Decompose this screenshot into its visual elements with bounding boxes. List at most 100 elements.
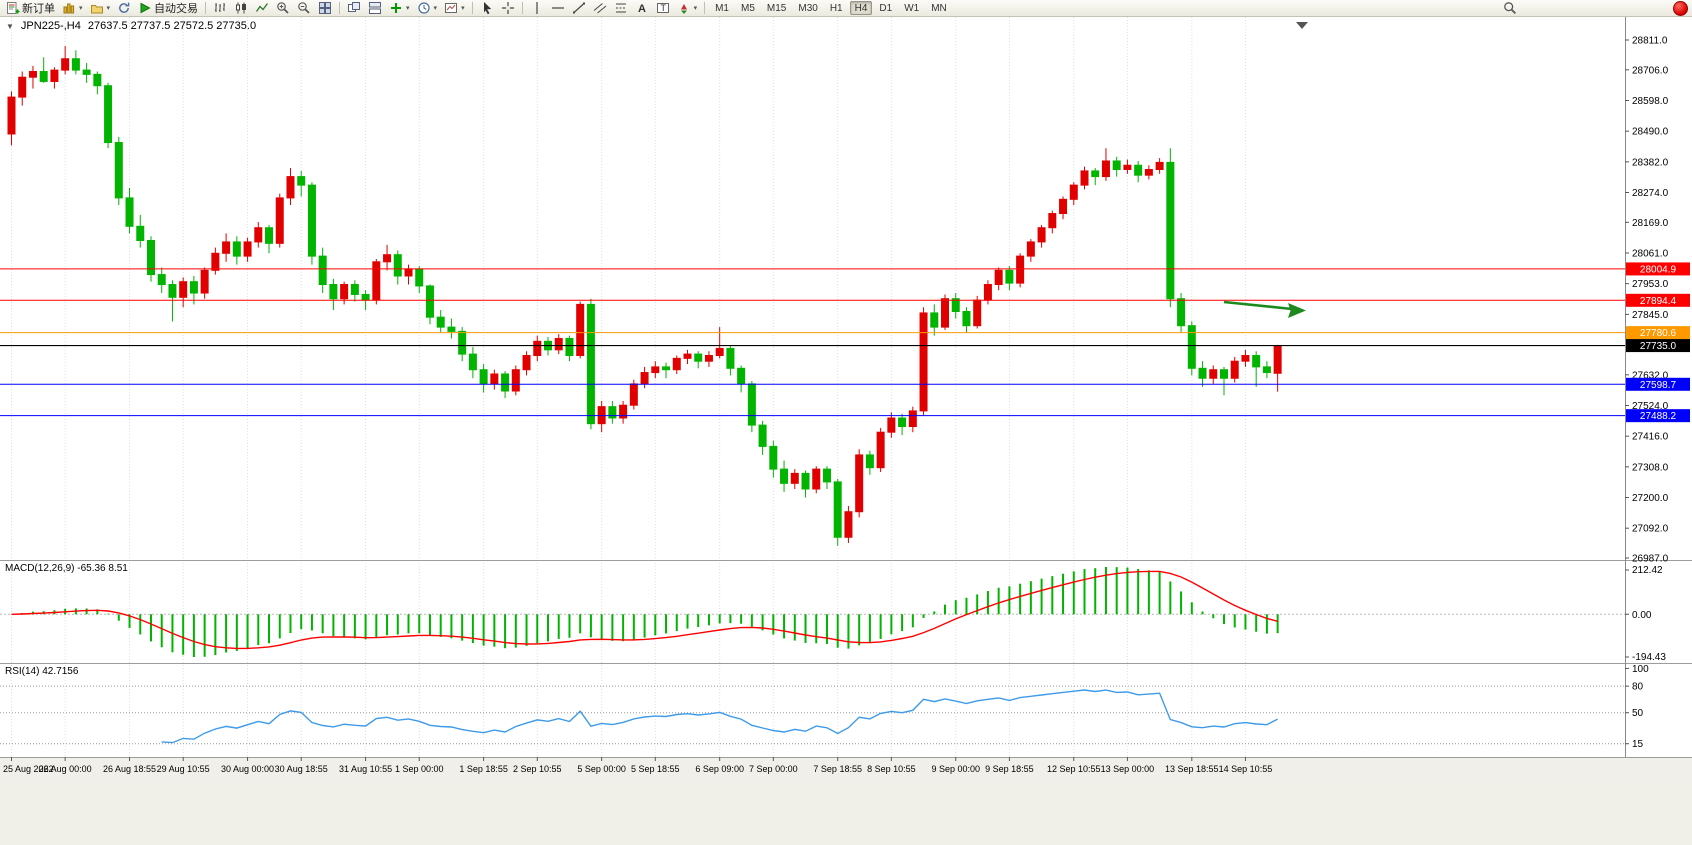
new-chart-button[interactable]: ▾ <box>59 1 86 16</box>
svg-text:6 Sep 09:00: 6 Sep 09:00 <box>695 764 744 774</box>
timeframe-d1-button[interactable]: D1 <box>874 1 897 15</box>
svg-text:14 Sep 10:55: 14 Sep 10:55 <box>1219 764 1273 774</box>
chart-shift-marker <box>1296 22 1308 29</box>
svg-text:27524.0: 27524.0 <box>1632 401 1669 412</box>
add-indicator-icon <box>391 3 402 13</box>
svg-text:28706.0: 28706.0 <box>1632 65 1669 76</box>
chart-header: ▼ JPN225-,H4 27637.5 27737.5 27572.5 277… <box>6 20 256 32</box>
indicators-dropdown-icon: ▾ <box>406 5 410 12</box>
timeframe-m15-button[interactable]: M15 <box>762 1 791 15</box>
auto-trading-button[interactable]: 自动交易 <box>135 1 201 16</box>
refresh-button[interactable] <box>114 1 134 16</box>
line-chart-icon <box>255 3 269 12</box>
vertical-line-button[interactable] <box>527 1 547 16</box>
chart-ohlc-values: 27637.5 27737.5 27572.5 27735.0 <box>87 20 257 32</box>
main-toolbar: 新订单 ▾ ▾ 自动交易 ▾ <box>0 0 1692 17</box>
timeframe-m1-button[interactable]: M1 <box>710 1 734 15</box>
zoom-in-button[interactable] <box>273 1 293 16</box>
svg-text:8 Sep 10:55: 8 Sep 10:55 <box>867 764 916 774</box>
refresh-icon <box>119 2 130 13</box>
cursor-button[interactable] <box>477 1 497 16</box>
timeframe-h1-button[interactable]: H1 <box>825 1 848 15</box>
clock-icon <box>417 2 430 14</box>
candlestick-chart-icon <box>236 2 247 14</box>
fibonacci-button[interactable] <box>611 1 631 16</box>
timeframe-m30-button[interactable]: M30 <box>793 1 822 15</box>
svg-text:100: 100 <box>1632 664 1649 675</box>
svg-text:28169.0: 28169.0 <box>1632 218 1669 229</box>
text-button[interactable]: A <box>632 1 652 16</box>
svg-text:28811.0: 28811.0 <box>1632 36 1668 47</box>
svg-text:15: 15 <box>1632 739 1644 750</box>
trendline-button[interactable] <box>569 1 589 16</box>
zoom-out-icon <box>298 2 310 14</box>
svg-text:28598.0: 28598.0 <box>1632 96 1669 107</box>
arrows-tool-icon <box>680 4 687 14</box>
text-label-button[interactable]: T <box>653 1 673 16</box>
arrange-windows-button[interactable] <box>365 1 385 16</box>
profiles-folder-icon <box>90 5 103 14</box>
new-order-button[interactable]: 新订单 <box>3 1 58 16</box>
line-chart-button[interactable] <box>252 1 272 16</box>
arrows-dropdown-icon: ▾ <box>693 5 698 12</box>
svg-text:80: 80 <box>1632 682 1644 693</box>
svg-text:50: 50 <box>1632 708 1644 719</box>
search-icon <box>1504 2 1517 15</box>
timeframe-mn-button[interactable]: MN <box>926 1 952 15</box>
timeframe-h4-button[interactable]: H4 <box>849 1 873 15</box>
svg-text:27308.0: 27308.0 <box>1632 462 1669 473</box>
fibonacci-icon <box>615 3 626 13</box>
new-order-icon <box>7 2 20 14</box>
bar-chart-icon <box>215 3 226 12</box>
equidistant-channel-button[interactable] <box>590 1 610 16</box>
svg-text:29 Aug 10:55: 29 Aug 10:55 <box>157 764 210 774</box>
candlestick-chart-button[interactable] <box>231 1 251 16</box>
horizontal-line-button[interactable] <box>548 1 568 16</box>
svg-text:7 Sep 18:55: 7 Sep 18:55 <box>813 764 862 774</box>
svg-text:9 Sep 18:55: 9 Sep 18:55 <box>985 764 1034 774</box>
chart-dropdown-icon[interactable]: ▼ <box>6 21 14 31</box>
cascade-windows-button[interactable] <box>344 1 364 16</box>
text-label-icon: T <box>656 3 669 13</box>
toolbar-separator <box>471 2 473 14</box>
svg-text:5 Sep 00:00: 5 Sep 00:00 <box>577 764 626 774</box>
timeframe-w1-button[interactable]: W1 <box>899 1 924 15</box>
svg-text:27894.4: 27894.4 <box>1640 296 1677 307</box>
tile-windows-button[interactable] <box>315 1 335 16</box>
svg-text:27845.0: 27845.0 <box>1632 310 1669 321</box>
svg-text:27488.2: 27488.2 <box>1640 411 1677 422</box>
indicators-button[interactable]: ▾ <box>386 1 413 16</box>
toolbar-separator <box>339 2 341 14</box>
svg-text:31 Aug 10:55: 31 Aug 10:55 <box>339 764 392 774</box>
svg-text:5 Sep 18:55: 5 Sep 18:55 <box>631 764 680 774</box>
svg-text:27735.0: 27735.0 <box>1640 341 1677 352</box>
macd-indicator-label: MACD(12,26,9) -65.36 8.51 <box>5 563 128 574</box>
arrange-windows-icon <box>369 2 382 14</box>
svg-text:25 Aug 2022: 25 Aug 2022 <box>3 764 54 774</box>
bar-chart-button[interactable] <box>210 1 230 16</box>
timeframe-group: M1 M5 M15 M30 H1 H4 D1 W1 MN <box>709 1 953 15</box>
svg-text:27780.6: 27780.6 <box>1640 328 1677 339</box>
toolbar-separator <box>521 2 523 14</box>
toolbar-separator <box>704 2 706 14</box>
search-button[interactable] <box>1500 1 1520 16</box>
templates-dropdown-icon: ▾ <box>461 5 465 12</box>
svg-text:28382.0: 28382.0 <box>1632 157 1669 168</box>
profiles-button[interactable]: ▾ <box>87 1 114 16</box>
level-lines-layer <box>0 268 1625 417</box>
zoom-out-button[interactable] <box>294 1 314 16</box>
periods-button[interactable]: ▾ <box>414 1 441 16</box>
svg-text:26 Aug 18:55: 26 Aug 18:55 <box>103 764 156 774</box>
templates-button[interactable]: ▾ <box>441 1 468 16</box>
notifications-icon[interactable] <box>1673 0 1688 16</box>
price-axis: 28811.0 28706.0 28598.0 28490.0 28382.0 28274… <box>1625 36 1669 565</box>
chart-canvas[interactable]: 28811.0 28706.0 28598.0 28490.0 28382.0 28274… <box>0 17 1692 782</box>
svg-text:26987.0: 26987.0 <box>1632 554 1669 565</box>
arrows-tool-button[interactable]: ▾ <box>674 1 701 16</box>
crosshair-button[interactable] <box>498 1 518 16</box>
chart-window: 28811.0 28706.0 28598.0 28490.0 28382.0 28274… <box>0 17 1692 782</box>
periods-dropdown-icon: ▾ <box>433 5 438 12</box>
timeframe-m5-button[interactable]: M5 <box>736 1 760 15</box>
zoom-in-icon <box>277 2 289 14</box>
